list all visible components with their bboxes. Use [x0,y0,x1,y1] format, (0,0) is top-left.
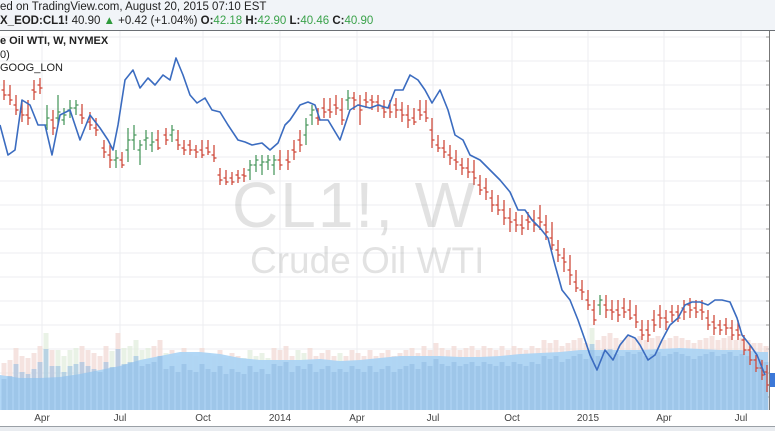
bottom-toolbar-edge [0,426,775,431]
watermark-name: Crude Oil WTI [250,240,485,281]
last-price: 40.90 [71,15,101,27]
chart-legend: e Oil WTI, W, NYMEX 0) GOOG_LON [0,35,108,76]
high-value: 42.90 [257,15,287,27]
high-label: H: [245,15,258,27]
open-label: O: [200,15,214,27]
price-axis-border [769,31,770,410]
watermark-symbol: CL1!, W [232,169,478,241]
last-price-marker [770,373,775,387]
indicator-label: 0) [0,48,10,61]
time-axis-label: Oct [195,413,211,424]
time-axis-label: Jul [113,413,127,424]
time-axis-label: 2014 [268,413,292,424]
time-axis-label: Apr [34,413,50,424]
time-axis-label: Jul [734,413,748,424]
quote-line: X_EOD:CL1! 40.90 ▲ +0.42 (+1.04%) O:42.1… [0,15,373,27]
low-label: L: [289,15,301,27]
symbol-label: X_EOD:CL1! [0,15,69,27]
time-axis-label: Jul [426,413,440,424]
chart-header: ed on TradingView.com, August 20, 2015 0… [0,0,775,31]
published-info: ed on TradingView.com, August 20, 2015 0… [0,1,267,13]
open-value: 42.18 [213,15,243,27]
time-axis-label: 2015 [576,413,600,424]
low-value: 40.46 [300,15,330,27]
price-change: +0.42 (+1.04%) [118,15,198,27]
time-axis-label: Oct [504,413,520,424]
price-chart[interactable] [0,31,770,410]
time-axis[interactable]: Apr Jul Oct 2014 Apr Jul Oct 2015 Apr Jul [0,410,770,430]
up-arrow-icon: ▲ [103,15,115,27]
close-value: 40.90 [344,15,374,27]
time-axis-label: Apr [349,413,365,424]
close-label: C: [332,15,345,27]
series-title: e Oil WTI, W, NYMEX [0,35,109,47]
time-axis-label: Apr [656,413,672,424]
compare-symbol-label[interactable]: GOOG_LON [0,62,63,74]
